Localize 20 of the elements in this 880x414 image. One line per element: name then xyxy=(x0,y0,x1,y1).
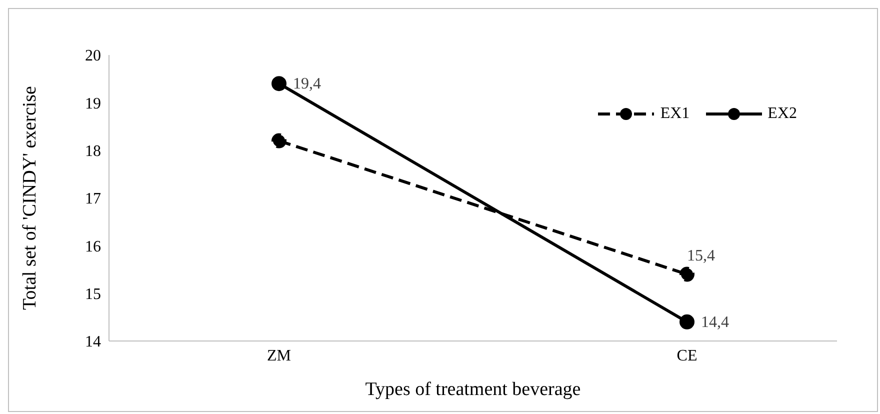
legend-label: EX1 xyxy=(660,105,690,123)
data-label: 19,4 xyxy=(293,76,321,93)
y-tick-label: 18 xyxy=(85,143,101,160)
point xyxy=(680,314,694,330)
point xyxy=(272,76,286,92)
point xyxy=(680,266,694,282)
x-tick-label: CE xyxy=(676,347,698,364)
legend-label: EX2 xyxy=(768,105,797,123)
y-axis-title: Total set of 'CINDY' exercise xyxy=(20,86,41,310)
x-axis-title: Types of treatment beverage xyxy=(365,379,581,400)
y-tick-label: 20 xyxy=(85,48,101,65)
y-tick-label: 19 xyxy=(85,95,101,112)
y-tick-label: 16 xyxy=(85,238,101,256)
y-tick-label: 14 xyxy=(85,334,101,351)
y-tick-label: 15 xyxy=(85,286,101,304)
point xyxy=(272,133,286,148)
y-tick-label: 17 xyxy=(85,190,101,208)
data-label: 15,4 xyxy=(687,247,715,264)
x-tick-label: ZM xyxy=(267,347,291,364)
data-label: 14,4 xyxy=(701,314,729,331)
